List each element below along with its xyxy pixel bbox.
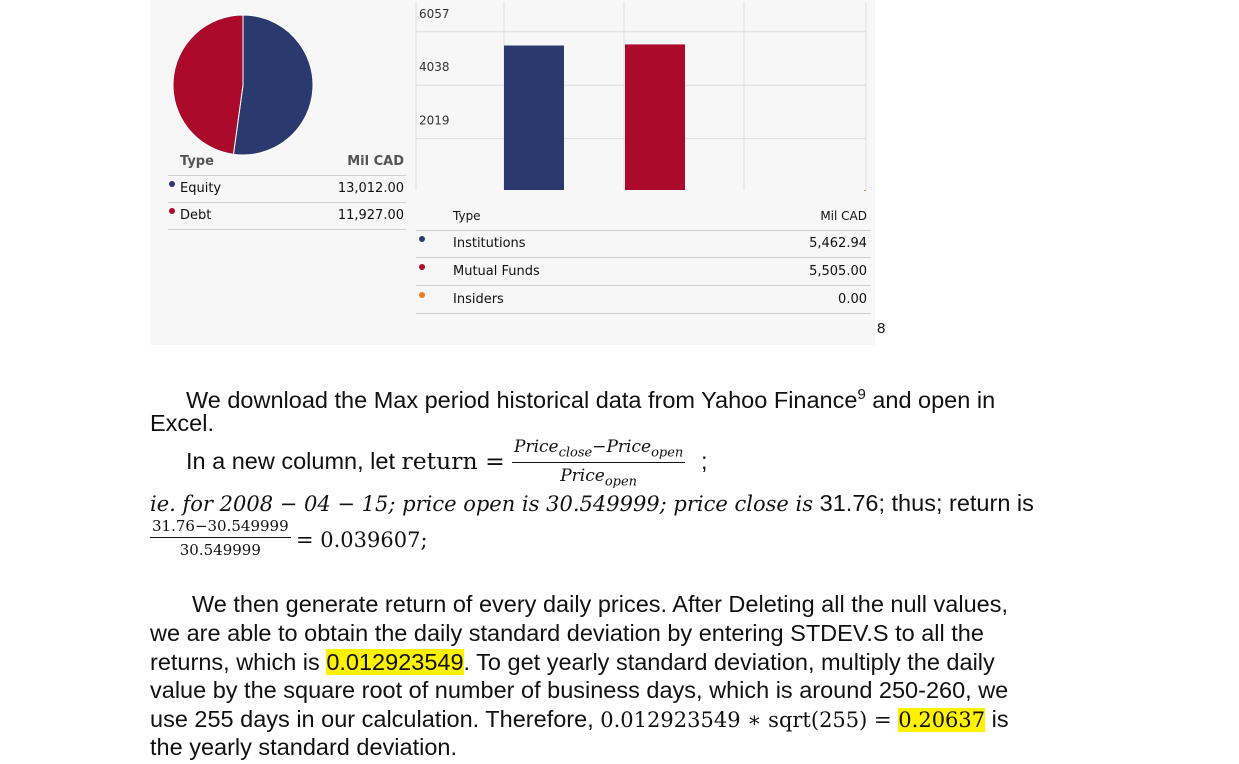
footnote-ref: 9: [857, 386, 866, 403]
col-unit-header: Mil CAD: [347, 154, 404, 169]
row-label: Equity: [180, 181, 222, 196]
row-label: Institutions: [453, 236, 526, 251]
example-line: ie. for 2008 − 04 − 15; price open is 30…: [150, 489, 1034, 519]
row-value: 13,012.00: [337, 181, 404, 196]
row-value: 5,462.94: [809, 236, 867, 251]
fraction-denominator: Priceopen: [560, 466, 638, 490]
text: is: [985, 706, 1009, 732]
paragraph-1-line-1: We download the Max period historical da…: [186, 380, 995, 415]
legend-dot-icon: [419, 292, 425, 298]
y-tick-label: 6057: [419, 7, 450, 21]
formula-end: ;: [701, 448, 708, 474]
paragraph-2-line-1: We then generate return of every daily p…: [192, 591, 1008, 617]
table-row: Debt 11,927.00: [168, 202, 406, 230]
legend-dot-icon: [169, 208, 175, 214]
col-unit-header: Mil CAD: [820, 209, 867, 223]
fraction-denominator: 30.549999: [179, 541, 261, 559]
fraction-numerator: 31.76−30.549999: [150, 517, 291, 538]
return-formula-fraction: Priceclose−Priceopen Priceopen: [512, 437, 686, 490]
col-type-header: Type: [180, 154, 214, 169]
text: In a new column, let: [186, 448, 402, 474]
text: 31.76: [819, 490, 879, 516]
ownership-table: Type Mil CAD Institutions 5,462.94 Mutua…: [416, 203, 871, 315]
paragraph-1-line-2: Excel.: [150, 410, 214, 436]
paragraph-2-line-4: value by the square root of number of bu…: [150, 677, 1009, 703]
table-row: Insiders 0.00: [416, 286, 871, 314]
text: ; thus; return is: [878, 490, 1034, 516]
legend-dot-icon: [419, 236, 425, 242]
paragraph-2-line-5: use 255 days in our calculation. Therefo…: [150, 705, 1009, 735]
capital-structure-pie-chart: [172, 14, 314, 156]
table-row: Equity 13,012.00: [168, 175, 406, 203]
table-row: Institutions 5,462.94: [416, 230, 871, 258]
bar-institutions: [504, 45, 564, 190]
text: returns, which is: [150, 649, 327, 675]
text: We download the Max period historical da…: [186, 386, 858, 413]
highlighted-daily-std: 0.012923549: [326, 649, 464, 675]
text: . To get yearly standard deviation, mult…: [463, 649, 995, 675]
row-value: 5,505.00: [809, 264, 867, 279]
text: and open in: [865, 386, 996, 413]
col-type-header: Type: [453, 209, 481, 223]
table-header: Type Mil CAD: [416, 203, 871, 231]
pie-slice-debt: [172, 14, 244, 155]
y-tick-label: 2019: [419, 114, 450, 128]
ownership-bar-chart: 2019 4038 6057: [415, 2, 867, 191]
paragraph-2-line-2: we are able to obtain the daily standard…: [150, 620, 984, 646]
table-row: Mutual Funds 5,505.00: [416, 258, 871, 286]
formula-lead: In a new column, let return =: [186, 447, 505, 476]
math-text: ie. for 2008 − 04 − 15; price open is 30…: [150, 492, 820, 516]
paragraph-2-line-6: the yearly standard deviation.: [150, 734, 457, 760]
y-tick-label: 4038: [419, 60, 450, 74]
paragraph-2-line-3: returns, which is 0.012923549. To get ye…: [150, 648, 995, 677]
bar-insiders: [864, 190, 866, 191]
row-value: 0.00: [838, 292, 867, 307]
example-result: = 0.039607;: [296, 528, 428, 552]
row-label: Mutual Funds: [453, 264, 540, 279]
math-var: return: [401, 447, 478, 475]
row-label: Debt: [180, 208, 212, 223]
table-header: Type Mil CAD: [168, 148, 406, 176]
math-text: 0.012923549 ∗ sqrt(255) =: [600, 708, 899, 732]
legend-dot-icon: [419, 264, 425, 270]
legend-dot-icon: [169, 181, 175, 187]
text: use 255 days in our calculation. Therefo…: [150, 706, 601, 732]
fraction-numerator: Priceclose−Priceopen: [512, 437, 686, 464]
math-eq: =: [477, 447, 505, 475]
row-label: Insiders: [453, 292, 504, 307]
row-value: 11,927.00: [337, 208, 404, 223]
capital-structure-table: Type Mil CAD Equity 13,012.00 Debt 11,92…: [168, 148, 406, 232]
highlighted-yearly-std: 0.20637: [898, 708, 986, 732]
bar-mutual-funds: [625, 44, 685, 190]
example-fraction: 31.76−30.549999 30.549999: [150, 517, 291, 559]
pie-slice-equity: [232, 14, 314, 156]
footnote-marker: 8: [877, 320, 886, 337]
